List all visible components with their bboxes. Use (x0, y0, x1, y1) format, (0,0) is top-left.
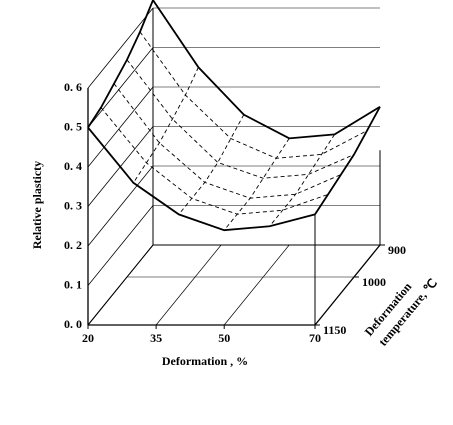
z-tick-label: 0. 3 (64, 198, 82, 212)
x-tick-label: 70 (309, 331, 321, 345)
z-tick-label: 0. 1 (64, 277, 82, 291)
x-axis-title: Deformation , % (162, 354, 248, 368)
surface-line (178, 114, 245, 215)
grid-line (87, 165, 154, 247)
surface-line (126, 59, 355, 179)
grid-line (223, 244, 290, 326)
surface-line (113, 83, 342, 199)
z-tick-label: 0. 2 (64, 238, 82, 252)
grid-line (87, 244, 154, 326)
x-tick-label: 35 (150, 331, 162, 345)
grid-line (87, 205, 154, 286)
y-tick-label: 900 (388, 243, 406, 257)
y-tick-label: 1150 (323, 323, 346, 337)
surface-line (87, 0, 154, 128)
surface-line (152, 0, 381, 140)
z-tick-label: 0. 6 (64, 80, 82, 94)
surface-line (87, 126, 316, 232)
x-tick-label: 20 (82, 331, 94, 345)
z-axis-title: Relative plasticty (30, 161, 44, 249)
grid-line (155, 244, 222, 326)
surface-line (269, 134, 335, 227)
z-tick-label: 0. 5 (64, 119, 82, 133)
surface-line (223, 138, 290, 231)
grid-line (87, 47, 154, 128)
z-tick-label: 0. 0 (64, 317, 82, 331)
surface-line (133, 67, 199, 184)
grid-line (314, 244, 381, 326)
surface-line (314, 106, 381, 215)
grid-line (87, 7, 154, 89)
grid-line (87, 86, 154, 168)
z-tick-label: 0. 4 (64, 159, 82, 173)
surface-line (139, 31, 368, 159)
surface-line (100, 107, 329, 215)
x-tick-label: 50 (218, 331, 230, 345)
y-tick-label: 1000 (362, 275, 386, 289)
